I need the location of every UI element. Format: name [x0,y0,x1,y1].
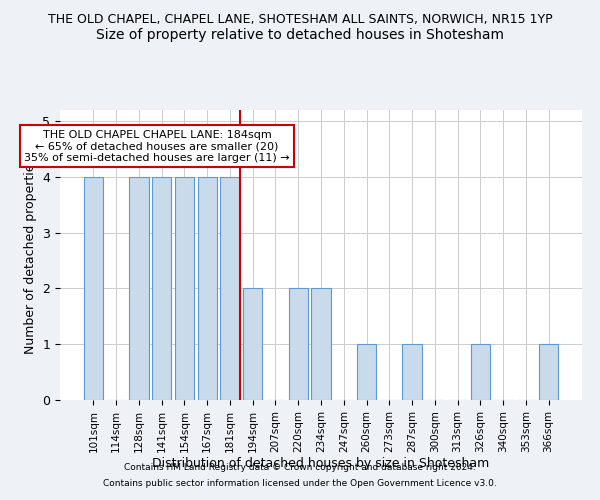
Bar [129,177,149,400]
Text: THE OLD CHAPEL CHAPEL LANE: 184sqm
← 65% of detached houses are smaller (20)
35%: THE OLD CHAPEL CHAPEL LANE: 184sqm ← 65%… [25,130,290,162]
Bar [243,288,262,400]
Bar [175,177,194,400]
Y-axis label: Number of detached properties: Number of detached properties [24,156,37,354]
Bar [470,344,490,400]
X-axis label: Distribution of detached houses by size in Shotesham: Distribution of detached houses by size … [152,458,490,470]
Text: Contains HM Land Registry data © Crown copyright and database right 2024.: Contains HM Land Registry data © Crown c… [124,464,476,472]
Bar [84,177,103,400]
Bar [357,344,376,400]
Bar [289,288,308,400]
Bar [403,344,422,400]
Text: THE OLD CHAPEL, CHAPEL LANE, SHOTESHAM ALL SAINTS, NORWICH, NR15 1YP: THE OLD CHAPEL, CHAPEL LANE, SHOTESHAM A… [47,12,553,26]
Bar [539,344,558,400]
Bar [311,288,331,400]
Text: Size of property relative to detached houses in Shotesham: Size of property relative to detached ho… [96,28,504,42]
Text: Contains public sector information licensed under the Open Government Licence v3: Contains public sector information licen… [103,478,497,488]
Bar [152,177,172,400]
Bar [197,177,217,400]
Bar [220,177,239,400]
